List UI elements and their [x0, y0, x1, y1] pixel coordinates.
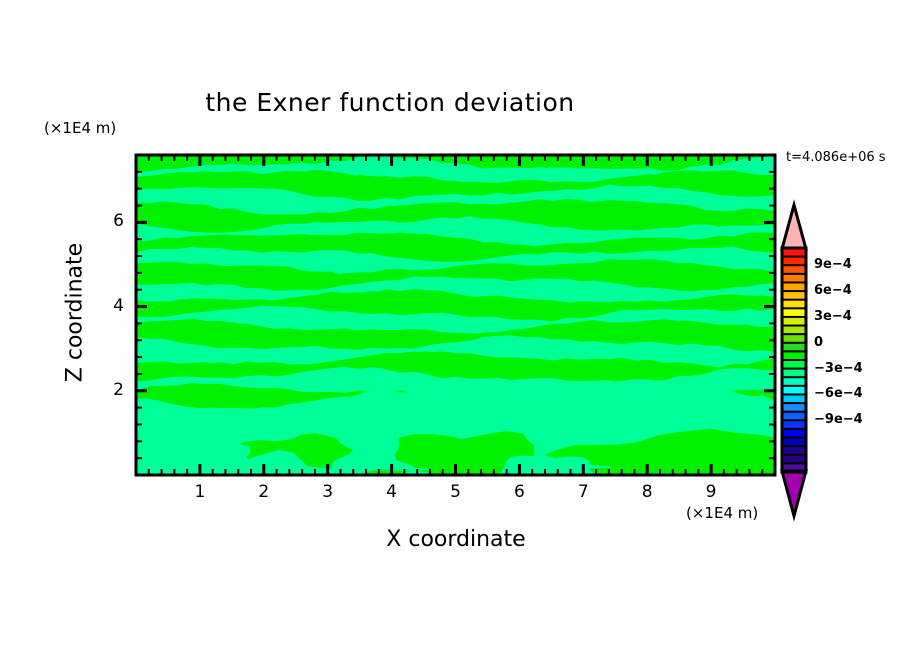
x-tick-label: 2 [258, 482, 270, 502]
y-tick-label: 2 [113, 379, 124, 400]
colorbar-tick-label: 9e−4 [814, 257, 852, 273]
contour-band [136, 184, 775, 216]
x-axis-unit-label: (×1E4 m) [686, 504, 759, 522]
contour-band [136, 351, 775, 385]
contour-blob [394, 431, 535, 475]
contour-band [136, 198, 775, 233]
contour-band [136, 246, 775, 276]
colorbar-tick-label: −3e−4 [814, 360, 863, 376]
contour-blob [834, 473, 904, 587]
colorbar-bands [781, 247, 807, 474]
contour-blob [742, 445, 775, 472]
contour-band [136, 276, 775, 306]
x-tick-label: 3 [322, 482, 334, 502]
contour-band [136, 366, 775, 401]
x-axis-ticks [134, 155, 777, 475]
contour-band [136, 155, 775, 187]
contour-band [136, 262, 775, 292]
x-tick-label: 5 [450, 482, 461, 502]
y-axis-unit-label: (×1E4 m) [44, 119, 117, 137]
colorbar-tick-label: −9e−4 [814, 412, 863, 428]
x-tick-label: 6 [513, 482, 525, 502]
contour-band [136, 216, 775, 247]
y-axis-title: Z coordinate [62, 242, 88, 383]
contour-band [136, 335, 775, 369]
colorbar-tick-label: 0 [814, 334, 824, 350]
colorbar [780, 199, 808, 522]
contour-blob [543, 428, 775, 475]
page-title: the Exner function deviation [205, 88, 575, 117]
y-tick-label: 4 [113, 295, 124, 316]
time-annotation: t=4.086e+06 s [786, 150, 886, 165]
contour-band [136, 305, 775, 335]
colorbar-under-arrow [780, 469, 808, 522]
colorbar-tick-label: 3e−4 [814, 308, 852, 324]
colorbar-tick-label: −6e−4 [814, 386, 863, 402]
contour-field [136, 155, 904, 587]
contour-blob [166, 438, 256, 474]
x-tick-label: 8 [641, 482, 653, 502]
x-tick-label: 9 [705, 482, 717, 502]
x-axis-title: X coordinate [386, 527, 526, 552]
contour-blob [229, 449, 357, 475]
contour-band [136, 169, 775, 202]
colorbar-tick-label: 6e−4 [814, 283, 852, 299]
x-tick-label: 1 [194, 482, 206, 502]
colorbar-over-arrow [780, 199, 808, 251]
colorbar-outline [780, 246, 808, 474]
contour-band [136, 318, 775, 351]
y-tick-label: 6 [113, 211, 124, 232]
x-tick-label: 4 [386, 482, 397, 502]
y-axis-ticks [136, 170, 775, 476]
x-tick-label: 7 [577, 482, 589, 502]
